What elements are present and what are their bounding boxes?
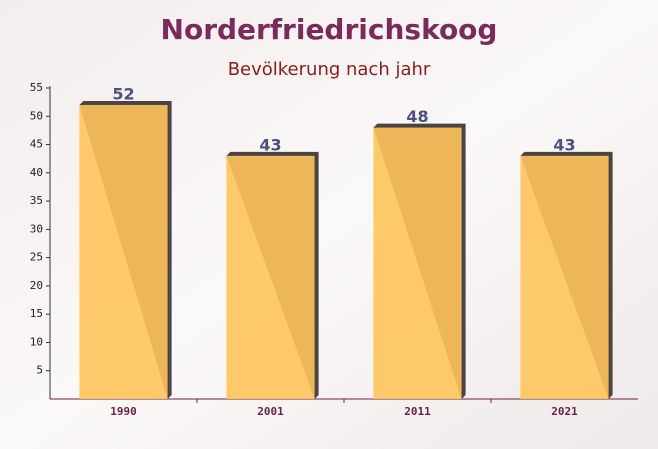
chart-title: Norderfriedrichskoog — [161, 13, 498, 46]
bar — [373, 127, 462, 399]
y-tick-label: 25 — [30, 251, 43, 264]
value-label: 48 — [406, 107, 428, 126]
chart-subtitle: Bevölkerung nach jahr — [228, 59, 431, 80]
x-tick-label: 2021 — [551, 405, 578, 418]
y-tick-label: 30 — [30, 222, 43, 235]
y-tick-label: 40 — [30, 166, 43, 179]
bar — [226, 155, 315, 399]
y-tick-label: 50 — [30, 109, 43, 122]
value-label: 43 — [553, 135, 575, 154]
x-tick-label: 1990 — [110, 405, 137, 418]
y-tick-label: 5 — [36, 364, 43, 377]
value-label: 52 — [112, 84, 134, 103]
x-tick-label: 2001 — [257, 405, 284, 418]
value-label: 43 — [259, 135, 281, 154]
y-tick-label: 55 — [30, 81, 43, 94]
y-tick-label: 45 — [30, 138, 43, 151]
bar — [79, 104, 168, 400]
x-tick-label: 2011 — [404, 405, 431, 418]
y-tick-label: 15 — [30, 307, 43, 320]
y-tick-label: 20 — [30, 279, 43, 292]
y-tick-label: 10 — [30, 335, 43, 348]
y-tick-label: 35 — [30, 194, 43, 207]
bar — [520, 155, 609, 399]
